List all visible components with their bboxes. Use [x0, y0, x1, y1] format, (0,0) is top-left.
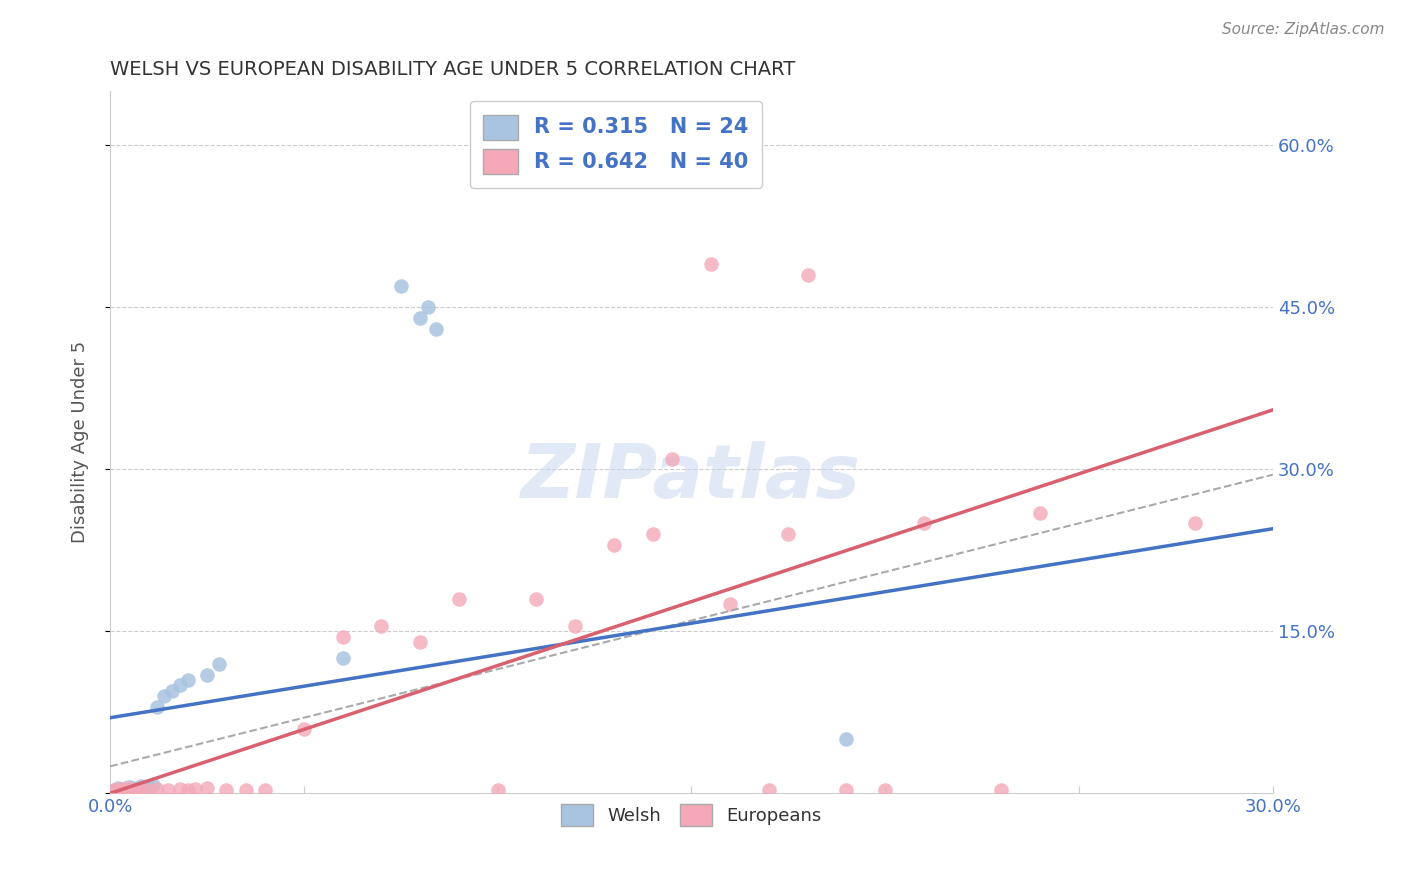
Point — [912, 516, 935, 531]
Point — [207, 657, 229, 671]
Point — [134, 780, 156, 795]
Point — [176, 673, 198, 687]
Point — [142, 778, 165, 792]
Point — [145, 782, 167, 797]
Point — [603, 538, 626, 552]
Point — [447, 591, 470, 606]
Point — [127, 783, 149, 797]
Point — [129, 782, 152, 797]
Point — [564, 619, 586, 633]
Point — [835, 732, 858, 747]
Point — [103, 783, 125, 797]
Point — [169, 782, 191, 797]
Point — [758, 783, 780, 797]
Point — [990, 783, 1012, 797]
Point — [184, 782, 207, 797]
Point — [111, 783, 134, 797]
Point — [332, 651, 354, 665]
Text: ZIPatlas: ZIPatlas — [522, 441, 862, 514]
Point — [122, 780, 145, 795]
Point — [425, 322, 447, 336]
Point — [107, 780, 129, 795]
Point — [389, 278, 412, 293]
Point — [176, 783, 198, 797]
Point — [1029, 506, 1052, 520]
Point — [118, 780, 141, 794]
Point — [416, 300, 439, 314]
Point — [661, 451, 683, 466]
Point — [235, 783, 257, 797]
Point — [796, 268, 818, 282]
Text: WELSH VS EUROPEAN DISABILITY AGE UNDER 5 CORRELATION CHART: WELSH VS EUROPEAN DISABILITY AGE UNDER 5… — [110, 60, 796, 78]
Point — [215, 783, 238, 797]
Point — [292, 722, 315, 736]
Point — [835, 783, 858, 797]
Point — [778, 527, 800, 541]
Point — [195, 667, 218, 681]
Point — [153, 689, 176, 703]
Point — [107, 782, 129, 797]
Text: Source: ZipAtlas.com: Source: ZipAtlas.com — [1222, 22, 1385, 37]
Point — [114, 783, 136, 797]
Point — [195, 780, 218, 795]
Point — [486, 783, 509, 797]
Point — [103, 783, 125, 797]
Legend: Welsh, Europeans: Welsh, Europeans — [554, 797, 830, 833]
Point — [409, 311, 432, 326]
Point — [332, 630, 354, 644]
Point — [370, 619, 392, 633]
Point — [111, 782, 134, 797]
Point — [138, 783, 160, 797]
Point — [157, 783, 180, 797]
Point — [145, 700, 167, 714]
Point — [875, 783, 897, 797]
Point — [409, 635, 432, 649]
Point — [160, 683, 183, 698]
Point — [169, 678, 191, 692]
Point — [641, 527, 664, 541]
Point — [127, 782, 149, 797]
Point — [114, 780, 136, 795]
Point — [1184, 516, 1206, 531]
Point — [138, 780, 160, 794]
Point — [526, 591, 548, 606]
Point — [129, 779, 152, 793]
Point — [700, 257, 723, 271]
Point — [122, 782, 145, 797]
Point — [254, 783, 277, 797]
Point — [718, 597, 741, 611]
Point — [118, 783, 141, 797]
Y-axis label: Disability Age Under 5: Disability Age Under 5 — [72, 341, 89, 543]
